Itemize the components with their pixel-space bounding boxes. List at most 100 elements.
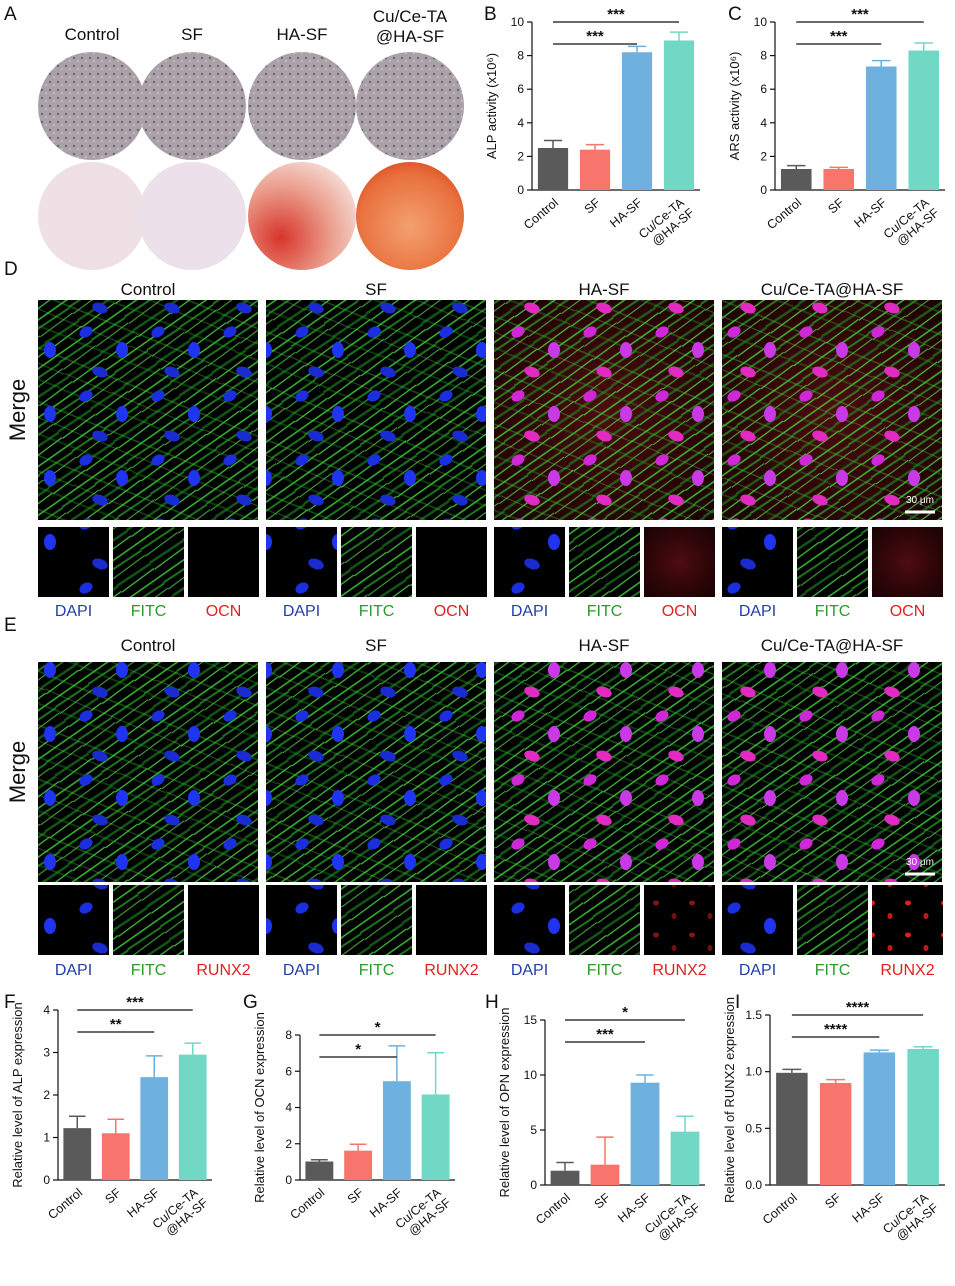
y-tick-label: 2: [517, 149, 524, 163]
image-signal: [569, 885, 640, 955]
merge-image: [722, 662, 942, 882]
y-tick-label: 4: [43, 1003, 50, 1017]
plate-well: [248, 162, 356, 270]
plate-label: @HA-SF: [376, 27, 444, 46]
bar: [907, 1049, 939, 1185]
group-label: Cu/Ce-TA@HA-SF: [761, 280, 904, 299]
image-signal: [872, 885, 943, 955]
channel-image: [38, 885, 109, 955]
bar: [621, 52, 653, 190]
panel-letter: E: [4, 615, 17, 636]
y-tick-label: 0.0: [745, 1178, 762, 1192]
bar: [590, 1164, 620, 1185]
channel-label: DAPI: [511, 603, 548, 620]
channel-label: RUNX2: [652, 962, 706, 979]
image-signal: [113, 527, 184, 597]
image-signal: [797, 527, 868, 597]
image-nuclei: [494, 300, 714, 520]
channel-image: [416, 527, 487, 597]
group-label: Control: [121, 636, 176, 655]
image-signal: [341, 885, 412, 955]
y-tick-label: 4: [760, 116, 767, 130]
x-tick-label: SF: [822, 1190, 844, 1211]
bar: [908, 50, 940, 191]
image-signal: [113, 885, 184, 955]
x-tick-label: HA-SF: [850, 1190, 888, 1225]
merge-image: [38, 300, 258, 520]
panel-letter: A: [4, 4, 17, 25]
panel-letter: H: [485, 992, 499, 1013]
significance-label: ***: [586, 28, 604, 45]
plate-well: [356, 162, 464, 270]
merge-image: [494, 662, 714, 882]
bar: [780, 169, 812, 190]
image-bg: [188, 885, 259, 955]
bar: [663, 40, 695, 191]
channel-label: FITC: [815, 962, 851, 979]
image-nuclei: [38, 662, 258, 882]
row-label: Merge: [5, 741, 30, 803]
bar: [101, 1133, 130, 1180]
plate-well: [138, 162, 246, 270]
bar: [579, 149, 611, 190]
y-tick-label: 4: [517, 116, 524, 130]
channel-image: [113, 527, 184, 597]
bar: [421, 1094, 450, 1180]
y-tick-label: 0: [43, 1173, 50, 1187]
channel-label: OCN: [662, 603, 698, 620]
channel-label: FITC: [131, 603, 167, 620]
panel-letter: B: [484, 4, 497, 25]
plate-label: SF: [181, 25, 203, 44]
y-tick-label: 2: [43, 1088, 50, 1102]
image-bg: [416, 527, 487, 597]
x-tick-label: HA-SF: [607, 195, 645, 230]
image-signal: [266, 527, 337, 597]
scale-label: 30 μm: [906, 495, 934, 506]
y-tick-label: 2: [285, 1137, 292, 1151]
x-tick-label: SF: [582, 195, 604, 216]
image-signal: [569, 527, 640, 597]
channel-image: [341, 527, 412, 597]
plate-label: Cu/Ce-TA: [373, 7, 448, 26]
y-tick-label: 0.5: [745, 1121, 762, 1135]
plate-well: [138, 52, 246, 160]
channel-label: FITC: [587, 603, 623, 620]
channel-image: [569, 885, 640, 955]
y-tick-label: 10: [754, 15, 768, 29]
bar: [630, 1082, 660, 1185]
merge-image: [266, 662, 486, 882]
y-axis-label: Relative level of RUNX2 expression: [722, 997, 737, 1203]
bar: [550, 1170, 580, 1185]
significance-label: *: [375, 1019, 381, 1036]
significance-label: **: [110, 1016, 122, 1033]
image-signal: [38, 885, 109, 955]
y-tick-label: 10: [511, 15, 525, 29]
panel-letter: C: [728, 4, 742, 25]
x-tick-label: Control: [521, 196, 561, 233]
x-tick-label: SF: [345, 1185, 367, 1206]
channel-image: [872, 527, 943, 597]
y-tick-label: 6: [760, 82, 767, 96]
channel-label: DAPI: [739, 603, 776, 620]
channel-label: FITC: [359, 962, 395, 979]
channel-image: [416, 885, 487, 955]
bar: [776, 1072, 808, 1185]
y-axis-label: Relative level of OCN expression: [252, 1012, 267, 1203]
image-signal: [494, 527, 565, 597]
significance-label: ****: [824, 1021, 848, 1038]
bar: [819, 1083, 852, 1185]
bar: [140, 1077, 169, 1180]
group-label: SF: [365, 280, 387, 299]
y-tick-label: 5: [530, 1123, 537, 1137]
image-signal: [341, 527, 412, 597]
y-tick-label: 1: [43, 1131, 50, 1145]
channel-label: FITC: [359, 603, 395, 620]
significance-label: *: [622, 1004, 628, 1021]
significance-label: ***: [851, 6, 869, 23]
merge-image: [494, 300, 714, 520]
significance-label: ***: [126, 994, 144, 1011]
channel-label: DAPI: [55, 603, 92, 620]
image-nuclei: [494, 662, 714, 882]
